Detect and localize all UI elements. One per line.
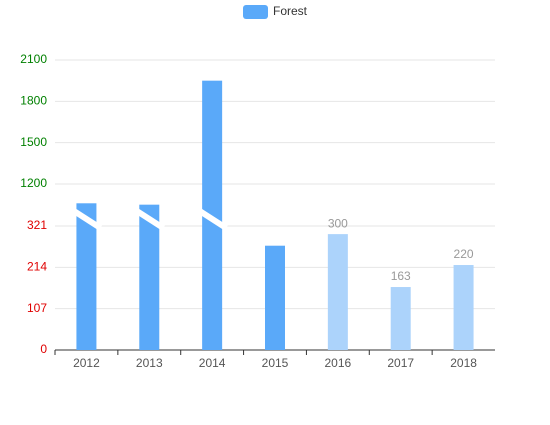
x-tick-label: 2016: [325, 356, 352, 370]
legend-swatch: [243, 5, 268, 19]
x-tick-label: 2014: [199, 356, 226, 370]
y-tick-label: 214: [27, 260, 47, 274]
axis-break: [133, 207, 165, 231]
y-tick-label: 2100: [20, 52, 47, 66]
x-tick-label: 2018: [450, 356, 477, 370]
axis-break: [70, 207, 103, 231]
x-tick-label: 2012: [73, 356, 100, 370]
bar: [76, 203, 97, 350]
y-tick-label: 0: [40, 342, 47, 356]
y-tick-label: 321: [27, 218, 47, 232]
bar: [202, 80, 223, 351]
y-tick-label: 1200: [20, 176, 47, 190]
x-tick-label: 2013: [136, 356, 163, 370]
y-tick-label: 1800: [20, 94, 47, 108]
legend-label: Forest: [273, 4, 308, 18]
bar: [265, 245, 285, 350]
x-tick-label: 2015: [262, 356, 289, 370]
y-tick-label: 1500: [20, 135, 47, 149]
value-label: 220: [454, 247, 474, 261]
axis-break: [196, 207, 228, 231]
y-tick-label: 107: [27, 301, 47, 315]
value-label: 163: [391, 269, 411, 283]
x-tick-label: 2017: [387, 356, 414, 370]
bar: [390, 287, 411, 350]
value-label: 300: [328, 216, 348, 230]
bar: [139, 204, 160, 350]
bar: [453, 265, 474, 350]
bar: [327, 234, 348, 350]
